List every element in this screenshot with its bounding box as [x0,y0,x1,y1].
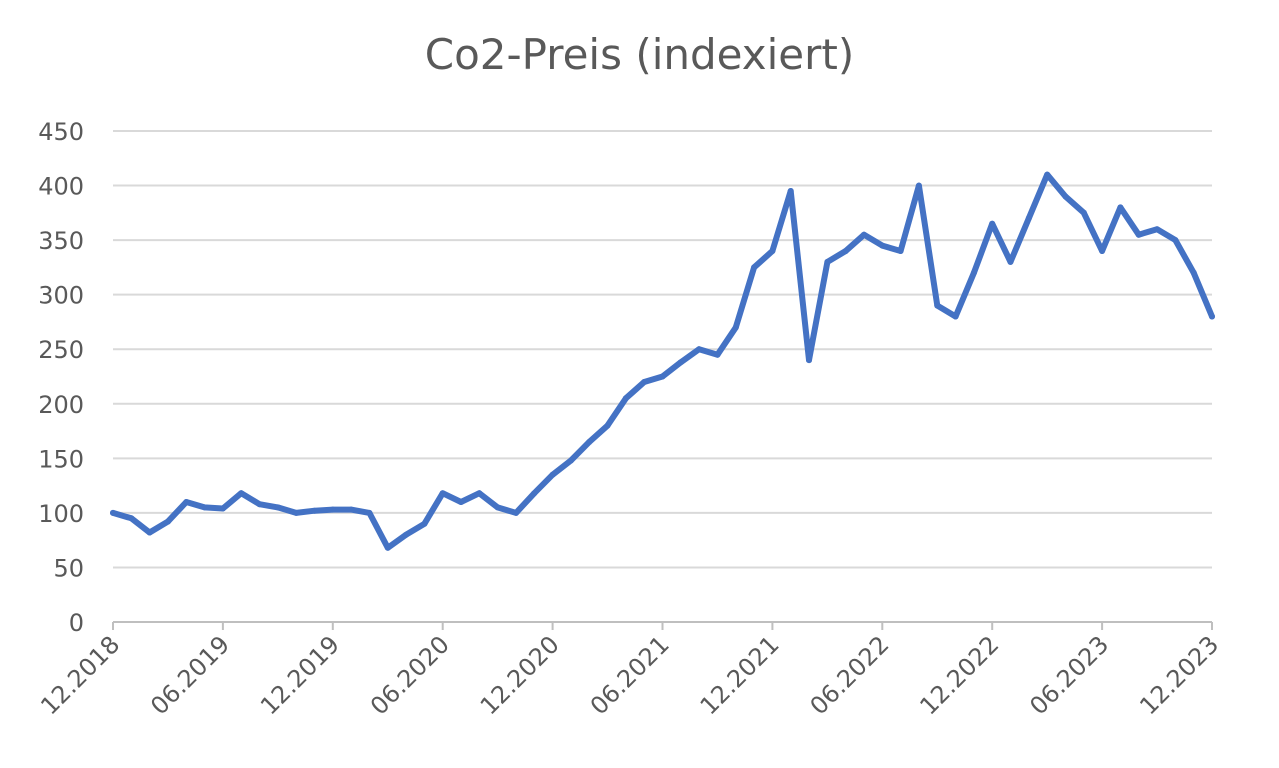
x-tick-label: 06.2020 [365,630,455,720]
data-point [494,504,501,511]
data-point [293,509,300,516]
y-tick-label: 400 [38,173,84,201]
data-point [1209,313,1215,320]
x-tick-label: 06.2021 [585,630,675,720]
data-point [1025,215,1032,222]
data-point [329,506,336,513]
y-tick-label: 250 [38,336,84,364]
x-tick-label: 12.2020 [475,630,565,720]
y-tick-label: 450 [38,118,84,146]
data-point [567,457,574,464]
y-tick-label: 200 [38,391,84,419]
data-point [256,501,263,508]
data-point [1007,258,1014,265]
y-tick-label: 50 [53,554,84,582]
x-tick-label: 12.2019 [255,630,345,720]
data-point [439,490,446,497]
x-tick-label: 12.2023 [1134,630,1224,720]
data-point [1117,204,1124,211]
data-point [531,490,538,497]
data-point [476,490,483,497]
data-point [622,395,629,402]
data-point [604,422,611,429]
data-point [183,499,190,505]
data-point [1154,226,1160,233]
data-point [458,499,464,505]
data-point [128,515,135,522]
data-point [586,439,593,445]
x-tick-label: 12.2022 [914,630,1004,720]
series-line [110,171,1215,551]
y-tick-label: 150 [38,445,84,473]
data-point [824,258,831,265]
data-point [238,490,245,497]
data-point [714,351,721,358]
data-point [348,506,355,513]
data-point [219,505,226,512]
data-point [641,379,648,385]
data-point [1135,231,1142,238]
data-point [110,509,116,516]
x-tick-label: 12.2021 [695,630,785,720]
x-tick-label: 06.2023 [1024,630,1114,720]
data-point [861,231,867,238]
data-point [989,220,996,227]
data-point [1099,248,1106,254]
data-point [696,346,703,353]
data-point [787,188,794,194]
data-point [769,248,776,254]
data-point [384,544,391,551]
data-point [879,242,886,249]
data-point [1080,209,1087,216]
data-point [201,504,208,511]
data-point [421,520,428,527]
x-tick-label: 12.2018 [35,630,125,720]
data-point [842,248,849,254]
data-point [952,313,959,320]
data-point [732,324,739,331]
data-point [1062,193,1069,200]
data-point [274,504,281,511]
data-point [751,264,758,271]
data-point [311,507,318,514]
y-tick-label: 0 [69,609,84,637]
x-tick-label: 06.2022 [805,630,895,720]
data-point [513,509,519,516]
data-point [915,182,922,189]
data-point [146,529,153,536]
data-point [677,359,684,366]
y-tick-label: 300 [38,282,84,310]
data-point [1190,269,1197,276]
data-point [1044,171,1051,178]
data-point [970,269,977,276]
data-point [934,302,941,309]
data-point [897,248,904,254]
data-point [1172,237,1179,244]
data-point [549,471,556,478]
data-point [366,509,373,516]
y-tick-label: 100 [38,500,84,528]
y-tick-label: 350 [38,227,84,255]
x-tick-label: 06.2019 [145,630,235,720]
chart-title: Co2-Preis (indexiert) [424,30,855,79]
data-point [806,357,812,364]
data-point [403,531,410,538]
data-point [659,373,666,380]
data-point [164,518,171,525]
